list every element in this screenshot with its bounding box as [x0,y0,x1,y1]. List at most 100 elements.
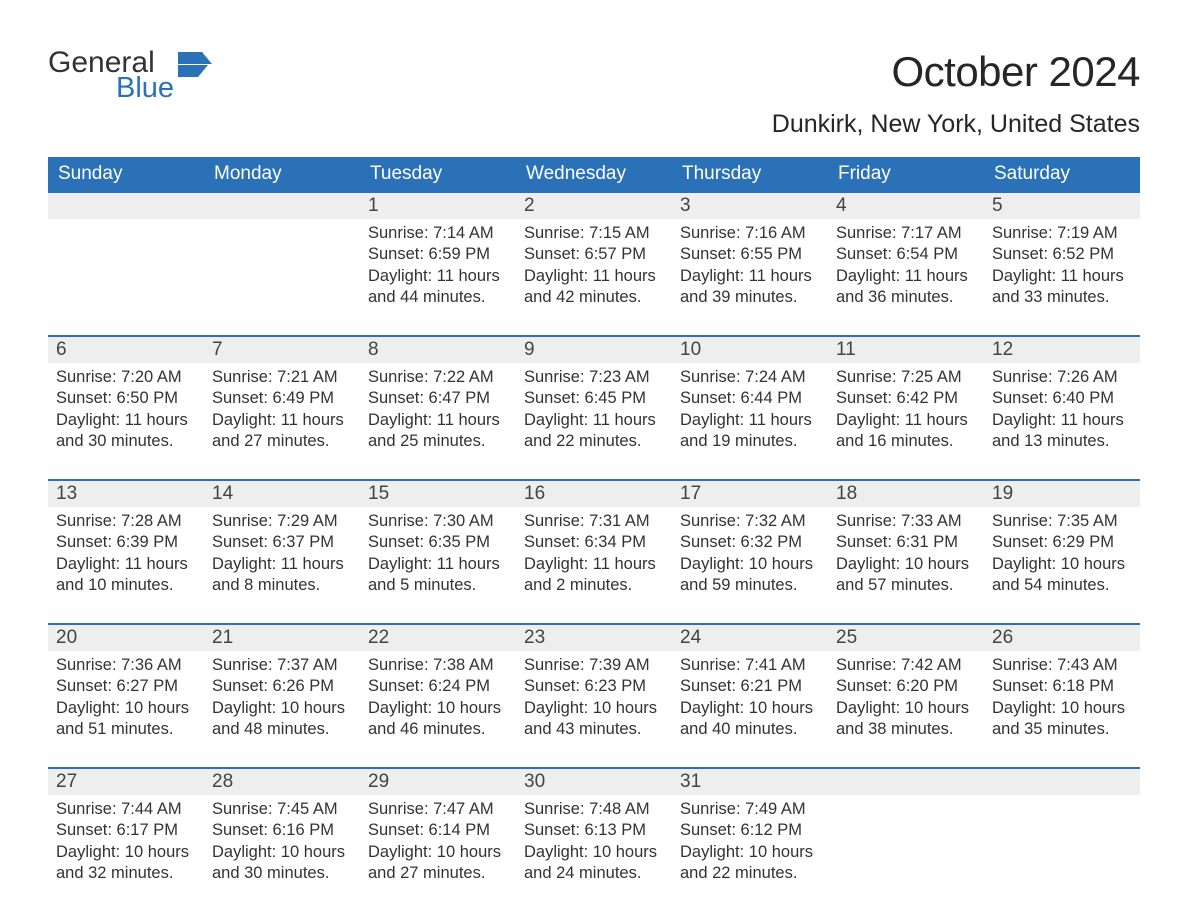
sunset-line: Sunset: 6:54 PM [836,244,976,265]
day-number: 28 [204,769,360,795]
day-number: 6 [48,337,204,363]
day-content-row: Sunrise: 7:20 AMSunset: 6:50 PMDaylight:… [48,363,1140,459]
daylight-line: Daylight: 10 hours and 59 minutes. [680,554,820,597]
daylight-line: Daylight: 10 hours and 43 minutes. [524,698,664,741]
day-cell: Sunrise: 7:22 AMSunset: 6:47 PMDaylight:… [360,363,516,459]
flag-icon [178,52,212,78]
day-number: 16 [516,481,672,507]
day-number: 30 [516,769,672,795]
day-number: 24 [672,625,828,651]
daylight-line: Daylight: 11 hours and 16 minutes. [836,410,976,453]
sunrise-line: Sunrise: 7:42 AM [836,655,976,676]
daylight-line: Daylight: 10 hours and 32 minutes. [56,842,196,885]
sunrise-line: Sunrise: 7:43 AM [992,655,1132,676]
daylight-line: Daylight: 11 hours and 2 minutes. [524,554,664,597]
sunrise-line: Sunrise: 7:41 AM [680,655,820,676]
sunset-line: Sunset: 6:18 PM [992,676,1132,697]
day-header-monday: Monday [204,157,360,191]
daylight-line: Daylight: 11 hours and 33 minutes. [992,266,1132,309]
sunset-line: Sunset: 6:32 PM [680,532,820,553]
sunrise-line: Sunrise: 7:19 AM [992,223,1132,244]
day-number: 5 [984,193,1140,219]
sunset-line: Sunset: 6:35 PM [368,532,508,553]
sunrise-line: Sunrise: 7:29 AM [212,511,352,532]
sunset-line: Sunset: 6:23 PM [524,676,664,697]
sunrise-line: Sunrise: 7:22 AM [368,367,508,388]
sunrise-line: Sunrise: 7:45 AM [212,799,352,820]
daylight-line: Daylight: 11 hours and 44 minutes. [368,266,508,309]
day-header-friday: Friday [828,157,984,191]
day-number [828,769,984,795]
day-number-row: 20212223242526 [48,625,1140,651]
sunrise-line: Sunrise: 7:24 AM [680,367,820,388]
day-cell: Sunrise: 7:21 AMSunset: 6:49 PMDaylight:… [204,363,360,459]
page-header: General Blue October 2024 Dunkirk, New Y… [48,48,1140,139]
sunset-line: Sunset: 6:24 PM [368,676,508,697]
day-number [48,193,204,219]
day-number: 4 [828,193,984,219]
day-cell: Sunrise: 7:49 AMSunset: 6:12 PMDaylight:… [672,795,828,891]
daylight-line: Daylight: 11 hours and 27 minutes. [212,410,352,453]
sunset-line: Sunset: 6:42 PM [836,388,976,409]
day-cell: Sunrise: 7:29 AMSunset: 6:37 PMDaylight:… [204,507,360,603]
sunset-line: Sunset: 6:12 PM [680,820,820,841]
day-number: 29 [360,769,516,795]
day-cell: Sunrise: 7:33 AMSunset: 6:31 PMDaylight:… [828,507,984,603]
sunset-line: Sunset: 6:50 PM [56,388,196,409]
day-content-row: Sunrise: 7:36 AMSunset: 6:27 PMDaylight:… [48,651,1140,747]
day-cell [984,795,1140,891]
sunrise-line: Sunrise: 7:35 AM [992,511,1132,532]
daylight-line: Daylight: 10 hours and 38 minutes. [836,698,976,741]
daylight-line: Daylight: 10 hours and 57 minutes. [836,554,976,597]
day-number: 3 [672,193,828,219]
sunrise-line: Sunrise: 7:14 AM [368,223,508,244]
day-number: 8 [360,337,516,363]
sunset-line: Sunset: 6:20 PM [836,676,976,697]
sunset-line: Sunset: 6:45 PM [524,388,664,409]
sunset-line: Sunset: 6:31 PM [836,532,976,553]
day-number: 13 [48,481,204,507]
day-number: 31 [672,769,828,795]
daylight-line: Daylight: 11 hours and 42 minutes. [524,266,664,309]
calendar-header-row: SundayMondayTuesdayWednesdayThursdayFrid… [48,157,1140,191]
day-cell: Sunrise: 7:14 AMSunset: 6:59 PMDaylight:… [360,219,516,315]
sunset-line: Sunset: 6:40 PM [992,388,1132,409]
week-row: 20212223242526Sunrise: 7:36 AMSunset: 6:… [48,623,1140,747]
day-cell: Sunrise: 7:17 AMSunset: 6:54 PMDaylight:… [828,219,984,315]
sunset-line: Sunset: 6:39 PM [56,532,196,553]
sunset-line: Sunset: 6:29 PM [992,532,1132,553]
logo: General Blue [48,48,212,103]
sunrise-line: Sunrise: 7:25 AM [836,367,976,388]
sunrise-line: Sunrise: 7:49 AM [680,799,820,820]
day-number-row: 13141516171819 [48,481,1140,507]
day-number: 12 [984,337,1140,363]
sunrise-line: Sunrise: 7:48 AM [524,799,664,820]
day-content-row: Sunrise: 7:44 AMSunset: 6:17 PMDaylight:… [48,795,1140,891]
sunrise-line: Sunrise: 7:28 AM [56,511,196,532]
day-number: 25 [828,625,984,651]
sunrise-line: Sunrise: 7:26 AM [992,367,1132,388]
day-cell: Sunrise: 7:24 AMSunset: 6:44 PMDaylight:… [672,363,828,459]
sunrise-line: Sunrise: 7:47 AM [368,799,508,820]
day-content-row: Sunrise: 7:28 AMSunset: 6:39 PM Daylight:… [48,507,1140,603]
day-cell: Sunrise: 7:48 AMSunset: 6:13 PMDaylight:… [516,795,672,891]
sunrise-line: Sunrise: 7:16 AM [680,223,820,244]
day-content-row: Sunrise: 7:14 AMSunset: 6:59 PMDaylight:… [48,219,1140,315]
day-cell: Sunrise: 7:38 AMSunset: 6:24 PMDaylight:… [360,651,516,747]
day-cell: Sunrise: 7:26 AMSunset: 6:40 PMDaylight:… [984,363,1140,459]
sunset-line: Sunset: 6:17 PM [56,820,196,841]
sunrise-line: Sunrise: 7:23 AM [524,367,664,388]
day-cell: Sunrise: 7:28 AMSunset: 6:39 PMDaylight:… [48,507,204,603]
day-header-sunday: Sunday [48,157,204,191]
day-number: 9 [516,337,672,363]
day-cell: Sunrise: 7:15 AMSunset: 6:57 PMDaylight:… [516,219,672,315]
day-number [984,769,1140,795]
daylight-line: Daylight: 10 hours and 24 minutes. [524,842,664,885]
location-subtitle: Dunkirk, New York, United States [772,110,1140,139]
day-cell: Sunrise: 7:32 AMSunset: 6:32 PMDaylight:… [672,507,828,603]
day-number: 23 [516,625,672,651]
sunset-line: Sunset: 6:57 PM [524,244,664,265]
daylight-line: Daylight: 11 hours and 5 minutes. [368,554,508,597]
day-number: 2 [516,193,672,219]
week-row: 2728293031Sunrise: 7:44 AMSunset: 6:17 P… [48,767,1140,891]
